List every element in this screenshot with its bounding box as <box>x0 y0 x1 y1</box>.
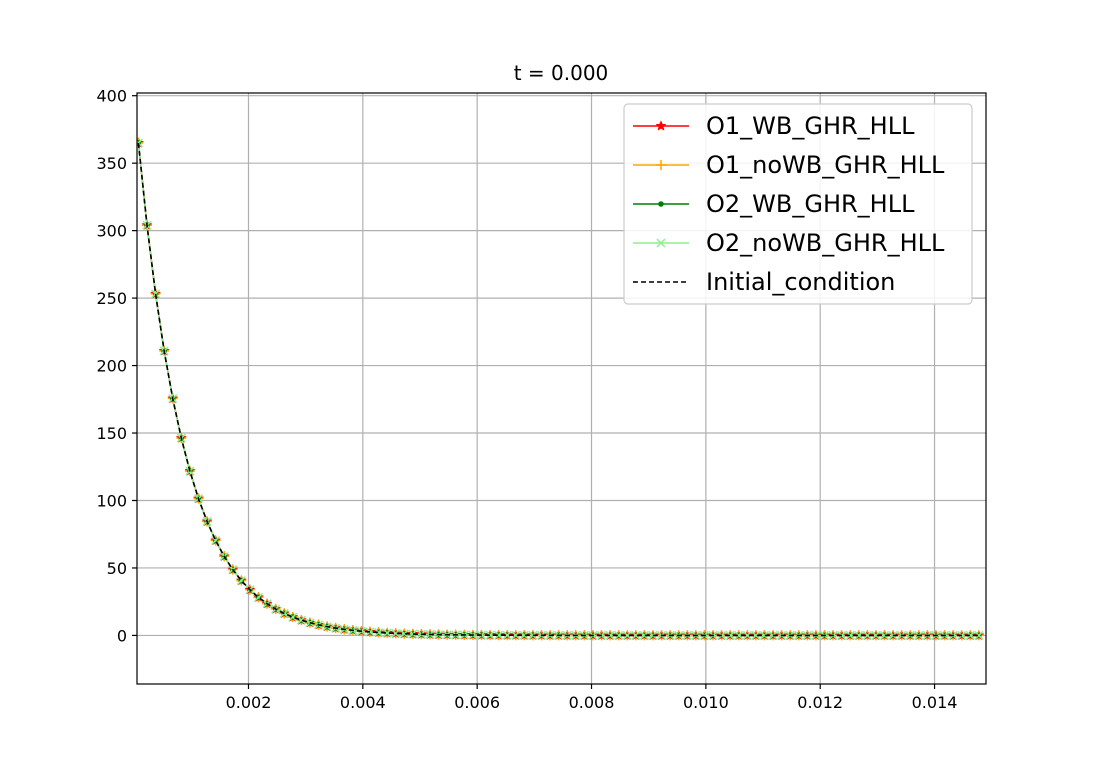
series-point <box>862 630 872 640</box>
series-point <box>605 630 615 640</box>
series-point <box>511 630 521 640</box>
x-tick-label: 0.014 <box>912 693 958 712</box>
legend-swatch-marker <box>656 160 666 170</box>
series-point <box>151 289 161 299</box>
legend-swatch-marker <box>656 238 666 248</box>
series-line <box>137 142 979 637</box>
series-point <box>734 630 744 640</box>
x-axis: 0.002 0.004 0.006 0.008 0.010 0.012 0.014 <box>226 684 958 712</box>
legend: O1_WB_GHR_HLL O1_noWB_GHR_HLL O2_WB_GHR_HL… <box>623 103 973 305</box>
series-point <box>485 630 495 640</box>
series-point <box>759 630 769 640</box>
y-tick-label: 300 <box>96 222 127 241</box>
legend-label: Initial_condition <box>706 268 895 296</box>
series-Initial_condition <box>137 142 979 637</box>
series-point <box>374 627 384 638</box>
series-point <box>519 630 529 640</box>
series-point <box>399 629 409 639</box>
series-layer <box>137 137 985 641</box>
series-point <box>382 628 392 638</box>
x-tick-label: 0.010 <box>683 693 729 712</box>
series-point <box>879 630 890 640</box>
y-tick-label: 350 <box>96 154 127 173</box>
y-tick-label: 150 <box>96 424 127 443</box>
legend-label: O2_WB_GHR_HLL <box>706 190 915 218</box>
series-point <box>974 630 984 640</box>
x-tick-label: 0.012 <box>797 693 843 712</box>
legend-label: O1_WB_GHR_HLL <box>706 112 915 140</box>
series-point <box>494 630 504 640</box>
series-point <box>288 612 298 622</box>
x-tick-label: 0.006 <box>454 693 500 712</box>
series-point <box>391 628 401 638</box>
series-point <box>631 630 641 640</box>
y-tick-label: 400 <box>96 87 127 106</box>
series-point <box>639 630 649 640</box>
series-point <box>965 630 975 640</box>
legend-label: O1_noWB_GHR_HLL <box>706 151 945 179</box>
x-tick-label: 0.004 <box>340 693 386 712</box>
series-point <box>408 629 418 639</box>
legend-box <box>623 103 973 305</box>
grid <box>137 93 986 684</box>
series-point <box>751 630 761 640</box>
series-point <box>211 535 221 546</box>
series-point <box>871 630 881 640</box>
chart-title: t = 0.000 <box>514 61 609 85</box>
y-tick-label: 50 <box>107 559 127 578</box>
series-point <box>622 630 632 640</box>
series-point <box>854 630 864 640</box>
y-tick-label: 250 <box>96 289 127 308</box>
series-point <box>296 615 306 625</box>
series-point <box>845 630 855 640</box>
x-tick-label: 0.002 <box>226 693 272 712</box>
plot-frame <box>136 92 987 685</box>
y-axis: 0 50 100 150 200 250 300 350 400 <box>96 87 137 645</box>
legend-swatch-marker <box>655 120 667 131</box>
legend-swatch-marker <box>658 201 664 207</box>
y-tick-label: 200 <box>96 357 127 376</box>
y-tick-label: 0 <box>117 626 127 645</box>
series-point <box>614 630 624 640</box>
y-tick-label: 100 <box>96 491 127 510</box>
series-point <box>365 627 375 637</box>
series-point <box>725 630 735 640</box>
x-tick-label: 0.008 <box>569 693 615 712</box>
legend-label: O2_noWB_GHR_HLL <box>706 229 945 257</box>
series-point <box>742 630 752 640</box>
series-point <box>502 630 512 640</box>
